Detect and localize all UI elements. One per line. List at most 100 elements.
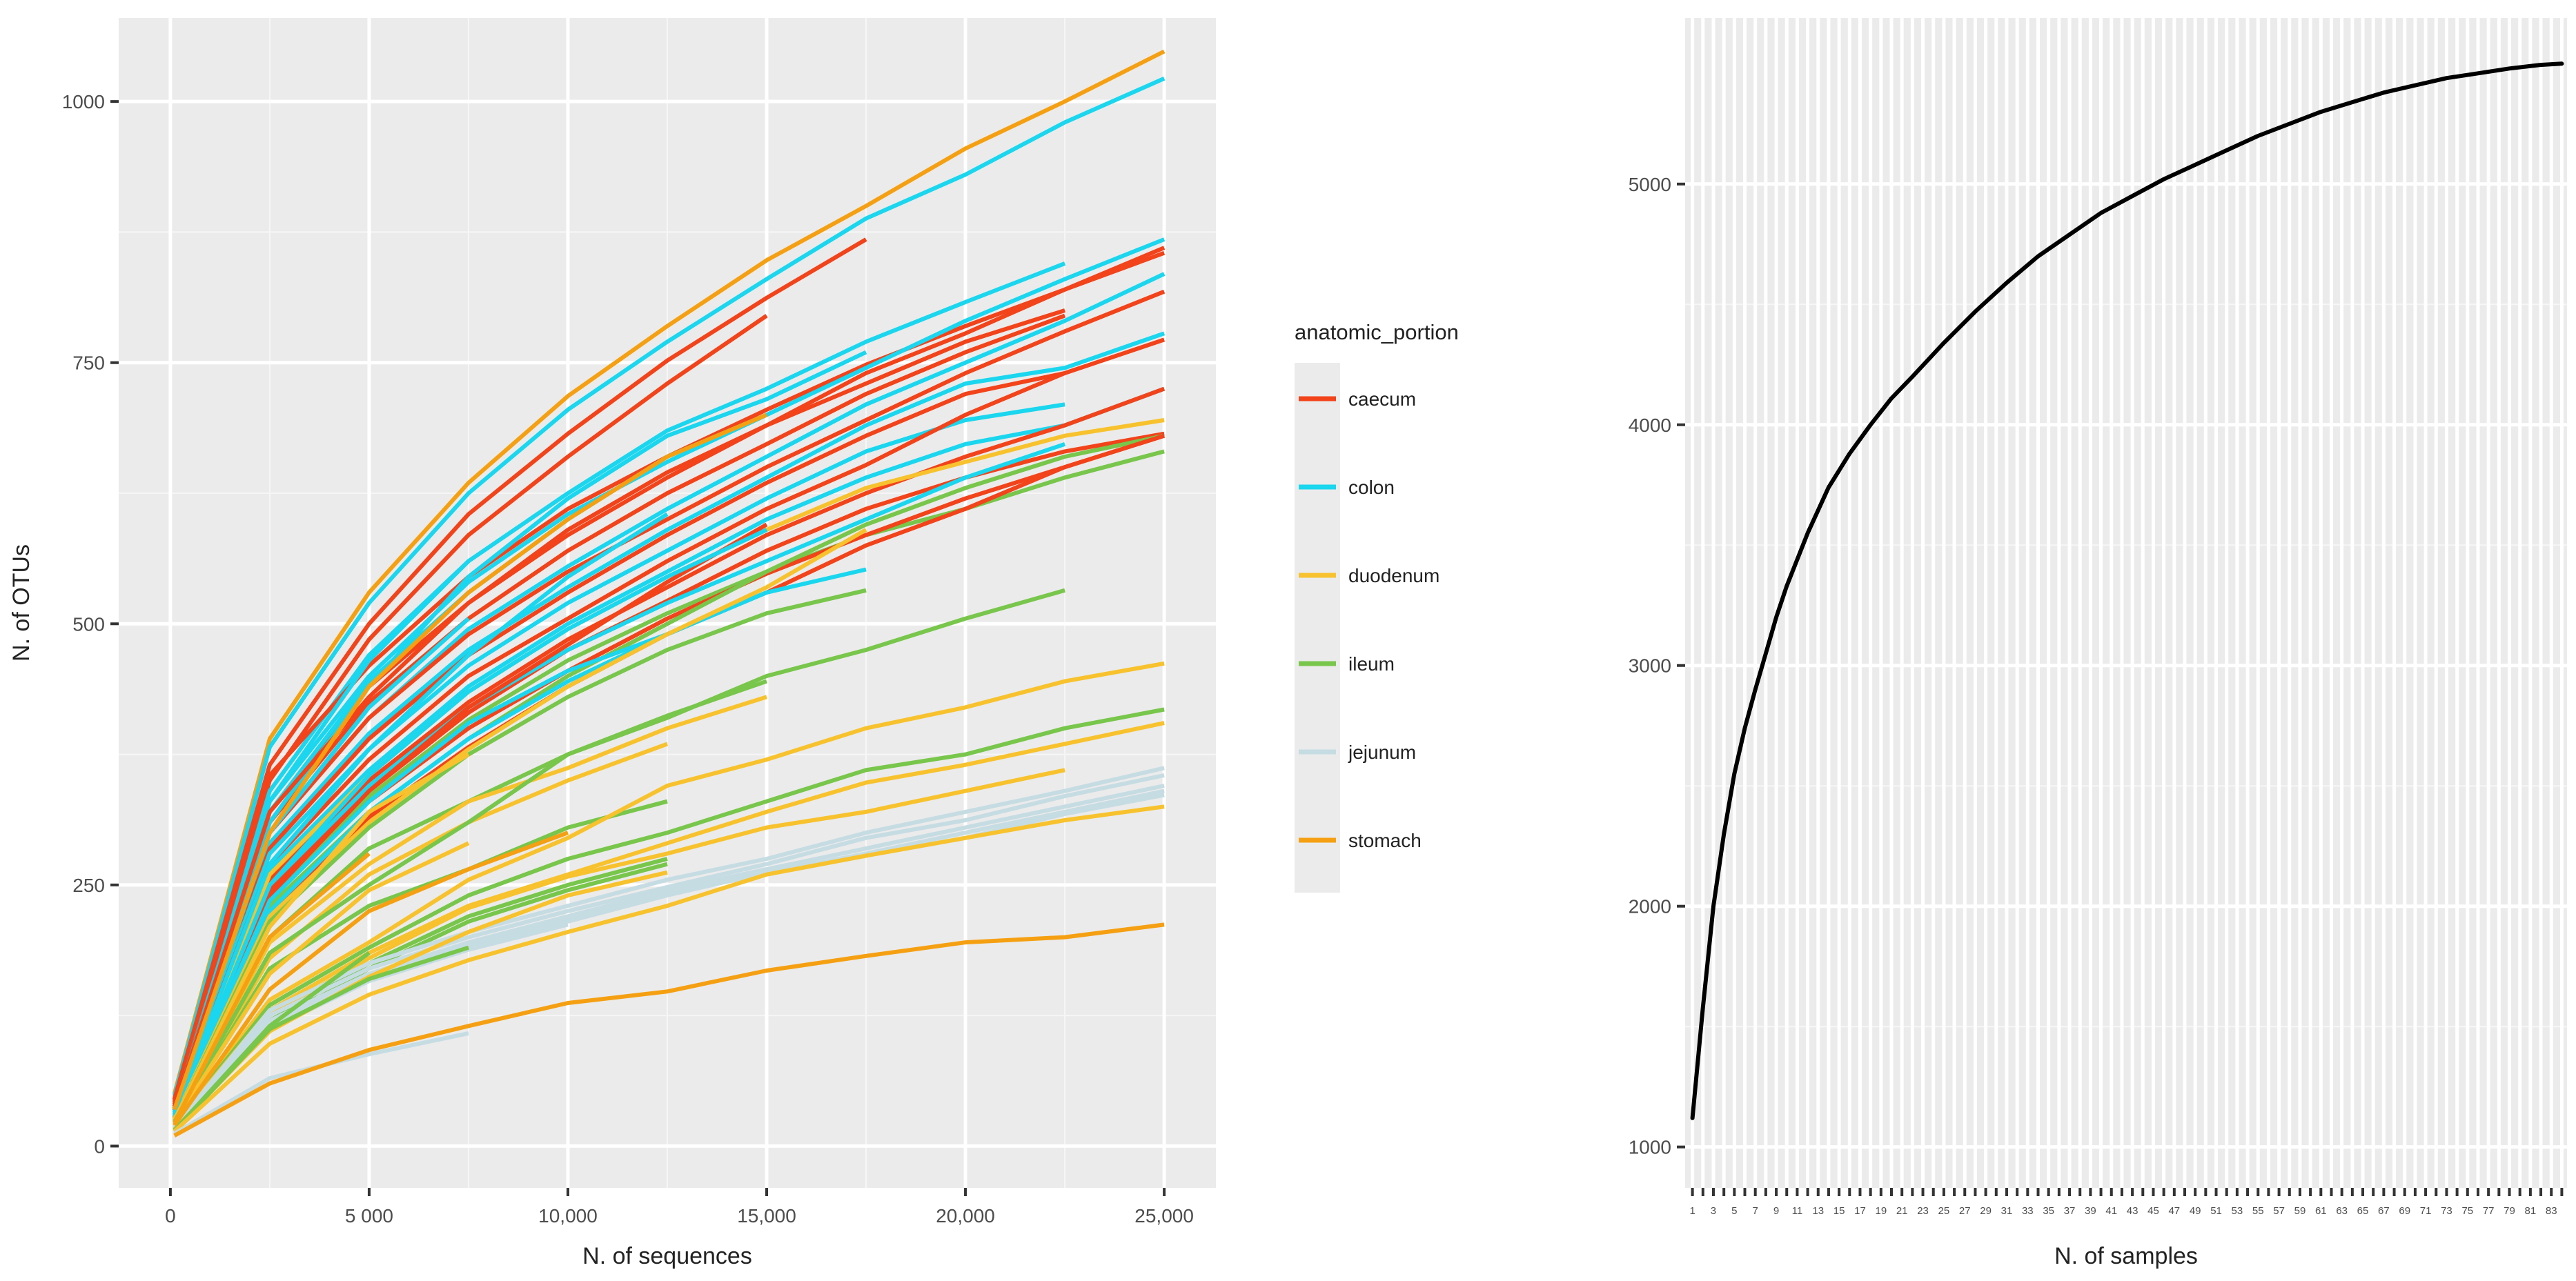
- series-line-colon: [172, 350, 867, 1115]
- right-x-tick-label: 67: [2378, 1205, 2390, 1217]
- series-line-colon: [172, 77, 1166, 1097]
- left-y-tick-label: 0: [94, 1135, 105, 1157]
- series-line-colon: [172, 237, 1166, 1107]
- right-x-tick-label: 49: [2190, 1205, 2201, 1217]
- series-line-colon: [172, 441, 1066, 1118]
- right-x-tick-label: 35: [2043, 1205, 2054, 1217]
- accumulation-chart: 1 3 5 7 9 11 13 15 17 19 21 23 25 27 29 31 33 35 37 39 41 43 4…: [1629, 18, 2567, 1269]
- series-line-duodenum: [173, 742, 669, 1124]
- right-y-tick-label: 4000: [1629, 415, 1671, 436]
- right-x-tick-label: 79: [2504, 1205, 2515, 1217]
- series-line-colon: [172, 567, 867, 1121]
- right-x-tick-label: 55: [2252, 1205, 2264, 1217]
- right-x-tick-label: 65: [2357, 1205, 2369, 1217]
- right-y-tick-label: 1000: [1629, 1137, 1671, 1158]
- right-x-tick-label: 13: [1812, 1205, 1824, 1217]
- right-x-tick-label: 77: [2483, 1205, 2495, 1217]
- left-x-tick-label: 0: [165, 1205, 176, 1227]
- series-line-duodenum: [173, 753, 470, 1121]
- right-x-tick-label: 29: [1980, 1205, 1992, 1217]
- right-x-tick-label: 43: [2127, 1205, 2139, 1217]
- series-line-ileum: [173, 799, 668, 1124]
- right-x-tick-label: 19: [1875, 1205, 1887, 1217]
- right-x-tick-label: 37: [2064, 1205, 2076, 1217]
- series-line-jejunum: [173, 784, 1165, 1130]
- right-x-tick-label: 27: [1959, 1205, 1971, 1217]
- series-line-ileum: [173, 951, 371, 1132]
- series-line-colon: [172, 331, 1166, 1111]
- legend-label-duodenum: duodenum: [1348, 565, 1439, 586]
- series-line-caecum: [172, 308, 1066, 1109]
- right-x-tick-label: 75: [2461, 1205, 2473, 1217]
- series-line-duodenum: [172, 528, 867, 1120]
- right-x-tick-label: 25: [1938, 1205, 1950, 1217]
- left-x-axis-label: N. of sequences: [582, 1243, 752, 1269]
- left-y-axis-label: N. of OTUs: [8, 544, 35, 662]
- right-x-tick-label: 57: [2273, 1205, 2285, 1217]
- left-y-tick-label: 1000: [62, 91, 105, 112]
- left-x-tick-label: 5 000: [345, 1205, 393, 1227]
- rarefaction-chart: 0 5 000 10,000 15,000 20,000 25,000 0 250 500 75…: [8, 18, 1216, 1269]
- right-x-tick-label: 81: [2525, 1205, 2537, 1217]
- right-x-tick-label: 51: [2210, 1205, 2222, 1217]
- legend-title: anatomic_portion: [1295, 320, 1459, 344]
- series-line-ileum: [173, 679, 767, 1124]
- legend-keys-background: [1295, 363, 1340, 893]
- series-line-stomach: [173, 831, 569, 1126]
- series-line-stomach: [172, 49, 1166, 1095]
- series-line-duodenum: [173, 721, 1165, 1127]
- series-line-caecum: [172, 371, 1066, 1114]
- series-line-caecum: [172, 289, 1166, 1109]
- right-x-tick-label: 11: [1792, 1205, 1803, 1217]
- series-line-colon: [172, 512, 669, 1116]
- right-x-tick-label: 83: [2546, 1205, 2557, 1217]
- right-x-tick-label: 21: [1896, 1205, 1908, 1217]
- series-line-colon: [172, 402, 1065, 1114]
- series-line-duodenum: [173, 695, 767, 1122]
- series-line-caecum: [172, 522, 768, 1118]
- left-x-tick-label: 20,000: [936, 1205, 995, 1227]
- right-x-tick-label: 5: [1731, 1205, 1737, 1217]
- right-x-tick-label: 45: [2147, 1205, 2159, 1217]
- left-y-tick-label: 750: [72, 352, 105, 374]
- left-x-ticks: 0 5 000 10,000 15,000 20,000 25,000: [165, 1188, 1194, 1227]
- right-grid: [1685, 18, 2567, 1188]
- right-x-tick-label: 69: [2399, 1205, 2410, 1217]
- legend: anatomic_portion caecum colon duodenum ileu…: [1295, 320, 1459, 893]
- right-x-tick-label: 71: [2420, 1205, 2432, 1217]
- right-x-tick-label: 63: [2336, 1205, 2348, 1217]
- left-y-tick-label: 250: [72, 875, 105, 896]
- right-x-tick-label: 33: [2022, 1205, 2034, 1217]
- series-line-duodenum: [173, 804, 1165, 1133]
- right-x-tick-label: 73: [2441, 1205, 2452, 1217]
- legend-label-colon: colon: [1348, 477, 1395, 498]
- legend-items: caecum colon duodenum ileum jejunum stomach: [1299, 388, 1439, 851]
- right-x-tick-label: 53: [2232, 1205, 2243, 1217]
- right-x-tick-label: 23: [1917, 1205, 1929, 1217]
- series-line-colon: [172, 528, 768, 1118]
- legend-label-stomach: stomach: [1348, 830, 1422, 851]
- series-line-colon: [172, 386, 1166, 1116]
- accumulation-curve: [1690, 61, 2564, 1120]
- left-y-ticks: 0 250 500 750 1000: [62, 91, 119, 1157]
- left-x-tick-label: 25,000: [1134, 1205, 1194, 1227]
- legend-label-jejunum: jejunum: [1348, 742, 1416, 763]
- legend-label-caecum: caecum: [1348, 388, 1416, 410]
- left-y-tick-label: 500: [72, 613, 105, 635]
- right-x-tick-label: 7: [1753, 1205, 1758, 1217]
- series-line-ileum: [173, 707, 1165, 1126]
- left-x-tick-label: 15,000: [737, 1205, 796, 1227]
- series-line-stomach: [172, 413, 768, 1111]
- right-x-tick-label: 17: [1854, 1205, 1866, 1217]
- right-x-tick-label: 59: [2294, 1205, 2306, 1217]
- right-x-tick-label: 41: [2105, 1205, 2117, 1217]
- right-x-ticks: 1 3 5 7 9 11 13 15 17 19 21 23 25 27 29 31 33 35 37 39 41 43 4…: [1689, 1188, 2564, 1217]
- right-plot-panel: [1685, 18, 2567, 1188]
- right-x-tick-label: 61: [2315, 1205, 2327, 1217]
- right-x-tick-label: 1: [1689, 1205, 1695, 1217]
- right-y-tick-label: 3000: [1629, 655, 1671, 677]
- series-line-stomach: [173, 852, 371, 1124]
- series-line-jejunum: [173, 773, 1165, 1130]
- right-x-tick-label: 15: [1833, 1205, 1845, 1217]
- left-x-tick-label: 10,000: [538, 1205, 598, 1227]
